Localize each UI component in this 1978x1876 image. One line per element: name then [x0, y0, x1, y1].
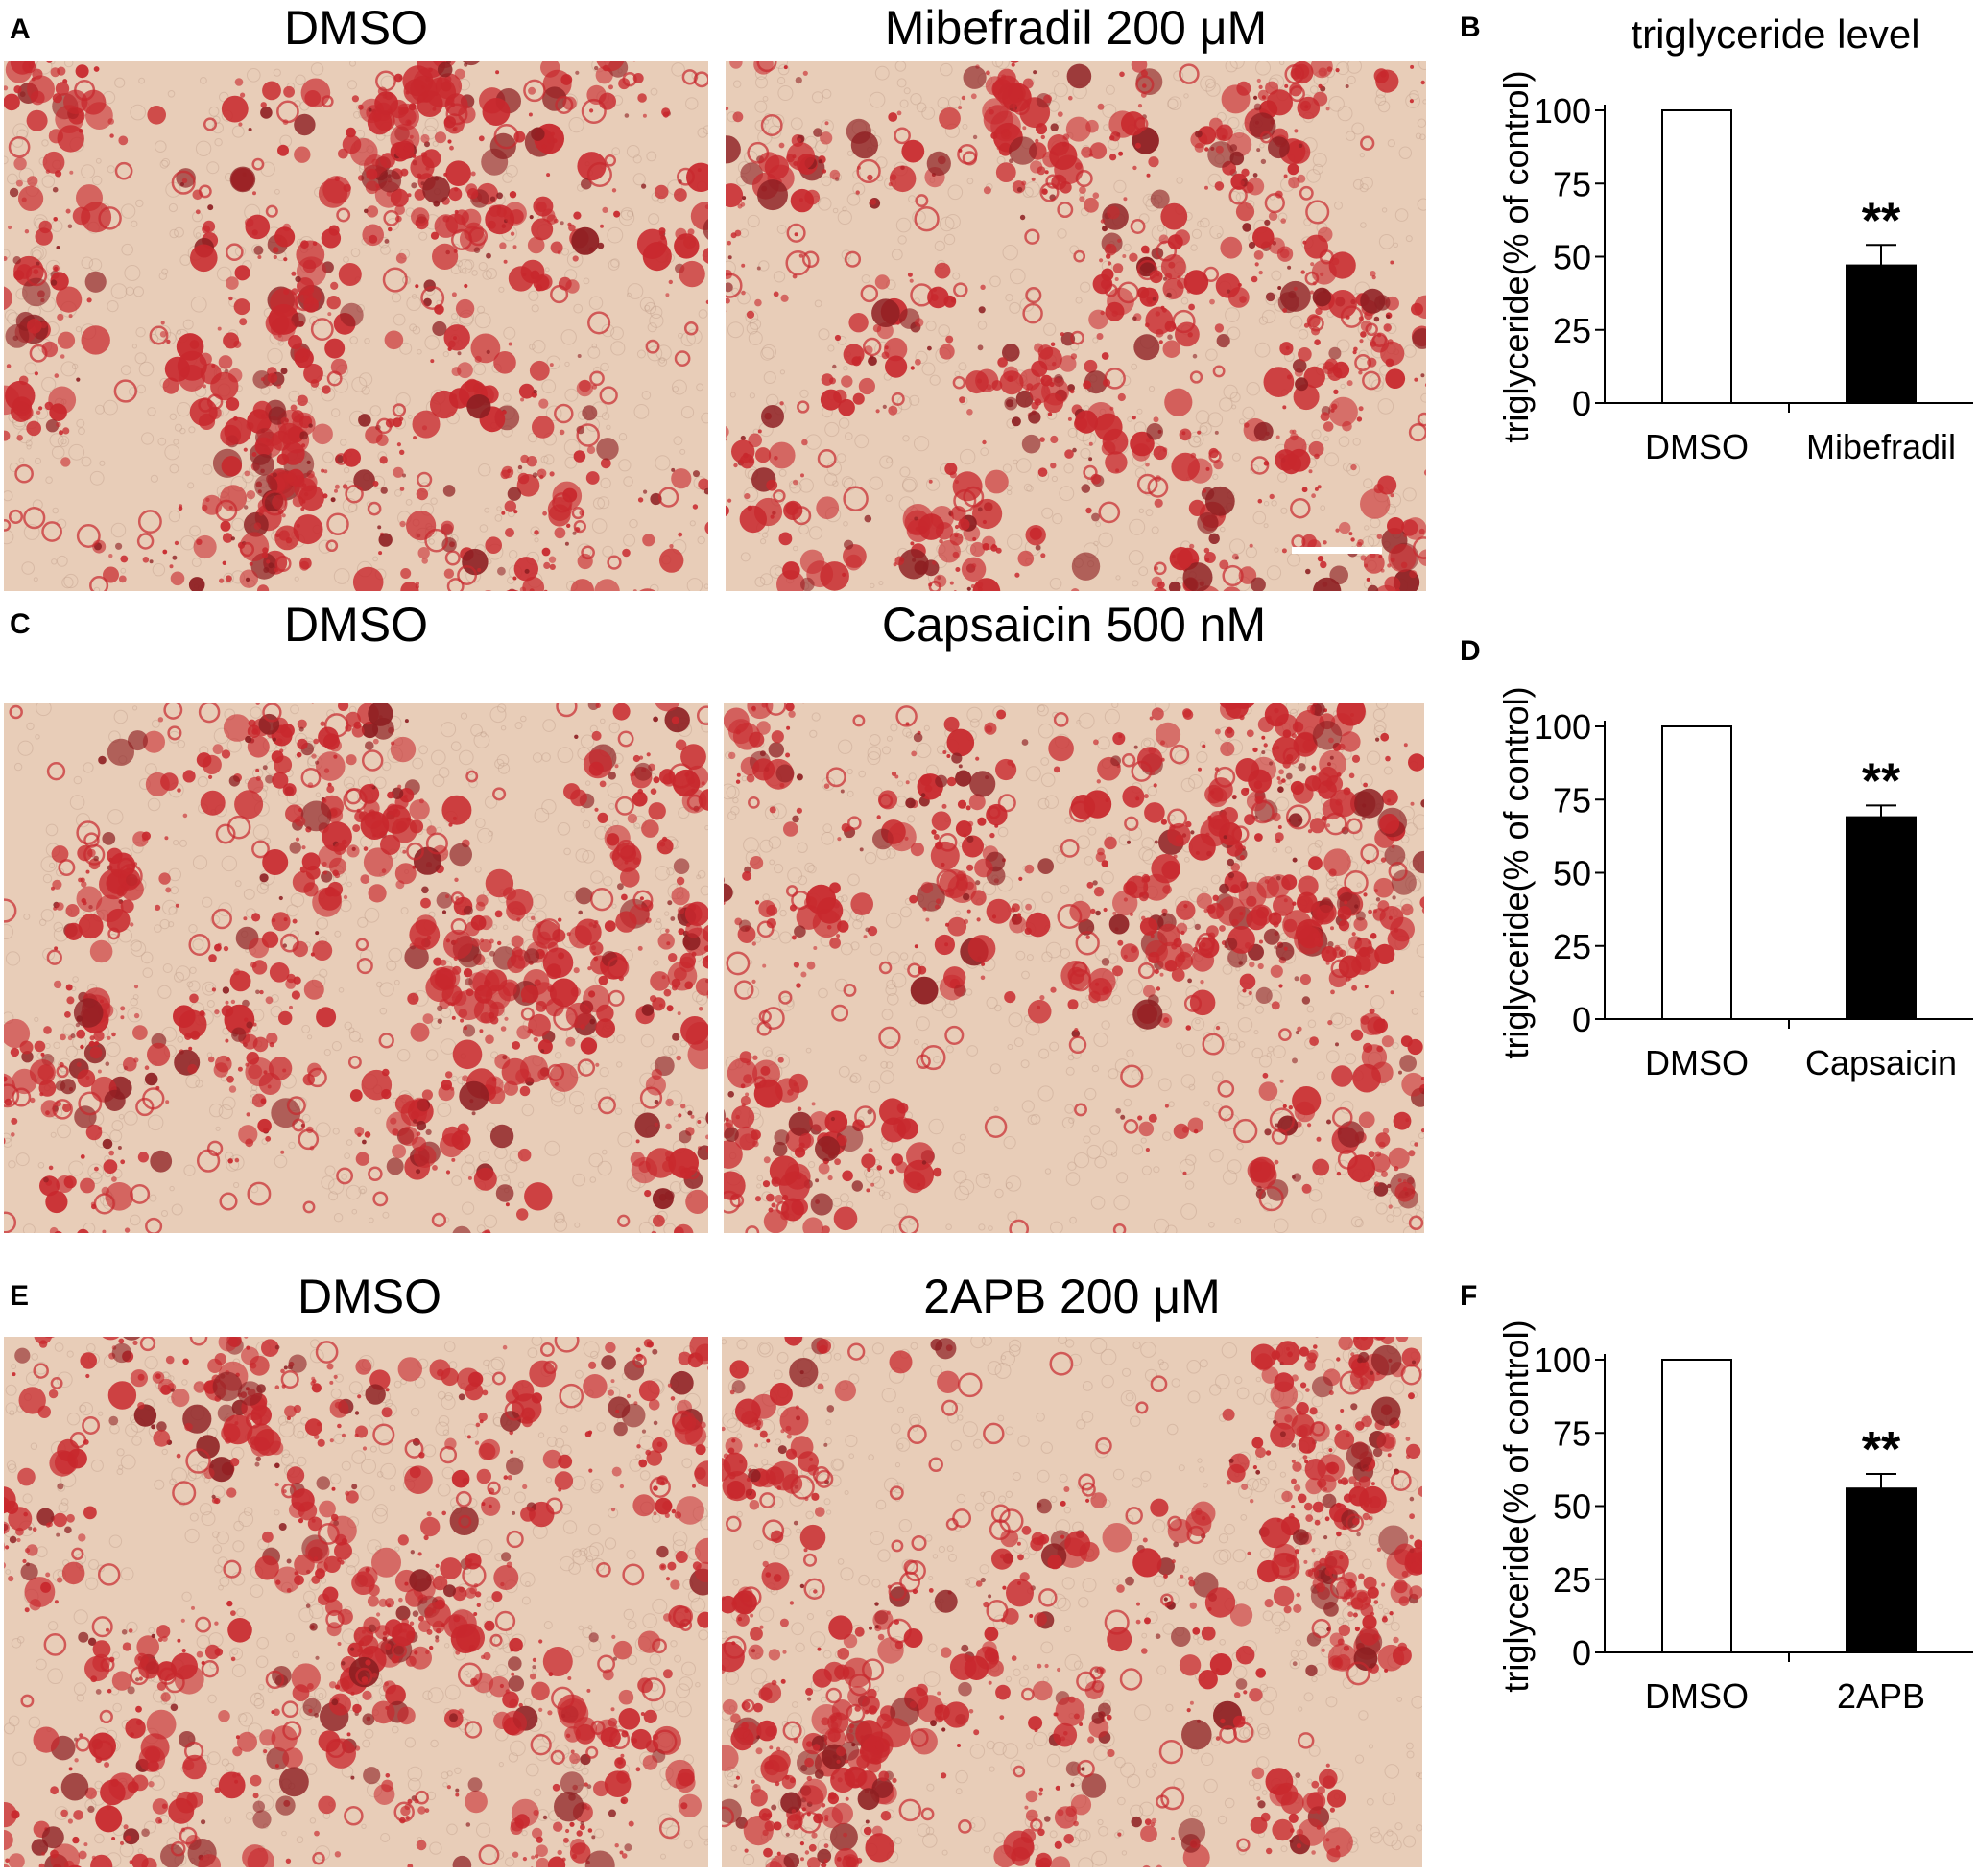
- chart-title: triglyceride level: [1631, 12, 1919, 57]
- y-tick-label: 75: [1553, 164, 1591, 203]
- micrograph-dmso-a: [4, 61, 708, 591]
- y-tick-label: 0: [1572, 384, 1591, 423]
- bar-dmso: [1661, 109, 1732, 404]
- bar-dmso: [1661, 725, 1732, 1020]
- image-title-treatment-e: 2APB 200 μM: [923, 1270, 1221, 1323]
- panel-label-f: F: [1460, 1280, 1478, 1312]
- micrograph-texture: [726, 61, 1426, 591]
- y-axis-label: triglyceride(% of control): [1496, 70, 1536, 442]
- significance-marker: **: [1862, 193, 1901, 249]
- y-tick-label: 75: [1553, 780, 1591, 819]
- x-tick-label: DMSO: [1645, 1676, 1749, 1716]
- y-tick-label: 100: [1534, 91, 1591, 131]
- significance-marker: **: [1862, 1422, 1901, 1478]
- image-title-dmso-c: DMSO: [284, 598, 428, 652]
- bar-2apb: [1846, 1487, 1917, 1653]
- y-tick-label: 100: [1534, 1341, 1591, 1380]
- panel-label-b: B: [1460, 12, 1481, 43]
- image-title-dmso-e: DMSO: [298, 1270, 441, 1323]
- y-axis-label: triglyceride(% of control): [1496, 1319, 1536, 1692]
- x-tick-label: Mibefradil: [1806, 427, 1956, 466]
- x-tick-label: Capsaicin: [1805, 1043, 1957, 1082]
- y-tick-label: 0: [1572, 1633, 1591, 1673]
- micrograph-texture: [722, 1337, 1422, 1867]
- significance-marker: **: [1862, 753, 1901, 809]
- y-tick-label: 50: [1553, 1487, 1591, 1527]
- y-tick-label: 50: [1553, 854, 1591, 893]
- y-axis-label: triglyceride(% of control): [1496, 686, 1536, 1058]
- scale-bar: [1292, 547, 1382, 554]
- panel-label-e: E: [10, 1280, 30, 1312]
- y-tick-label: 50: [1553, 238, 1591, 277]
- micrograph-texture: [724, 703, 1424, 1233]
- y-tick-label: 25: [1553, 311, 1591, 350]
- y-tick-label: 100: [1534, 707, 1591, 747]
- y-tick-label: 0: [1572, 1000, 1591, 1039]
- bar-dmso: [1661, 1359, 1732, 1653]
- micrograph-texture: [4, 61, 708, 591]
- panel-label-a: A: [10, 13, 31, 45]
- image-title-treatment-a: Mibefradil 200 μM: [884, 1, 1268, 55]
- y-tick-label: 25: [1553, 927, 1591, 966]
- micrograph-treatment-c: [724, 703, 1424, 1233]
- chart-b: triglyceride level triglyceride(% of cont…: [1486, 4, 1978, 618]
- panel-label-c: C: [10, 608, 31, 640]
- micrograph-treatment-a: [726, 61, 1426, 591]
- image-title-treatment-c: Capsaicin 500 nM: [881, 598, 1267, 652]
- x-tick-label: DMSO: [1645, 1043, 1749, 1082]
- bar-mibefradil: [1846, 264, 1917, 404]
- chart-d: triglyceride(% of control) 0 25 50 75 100 DMSO…: [1486, 620, 1978, 1234]
- chart-f: triglyceride(% of control) 0 25 50 75 100 DMSO…: [1486, 1253, 1978, 1867]
- micrograph-texture: [4, 1337, 708, 1867]
- x-tick-label: DMSO: [1645, 427, 1749, 466]
- y-tick-label: 75: [1553, 1413, 1591, 1453]
- panel-label-d: D: [1460, 635, 1481, 667]
- micrograph-dmso-e: [4, 1337, 708, 1867]
- micrograph-dmso-c: [4, 703, 708, 1233]
- y-tick-label: 25: [1553, 1560, 1591, 1600]
- image-title-dmso-a: DMSO: [284, 1, 428, 55]
- micrograph-treatment-e: [722, 1337, 1422, 1867]
- x-tick-label: 2APB: [1837, 1676, 1925, 1716]
- bar-capsaicin: [1846, 816, 1917, 1020]
- micrograph-texture: [4, 703, 708, 1233]
